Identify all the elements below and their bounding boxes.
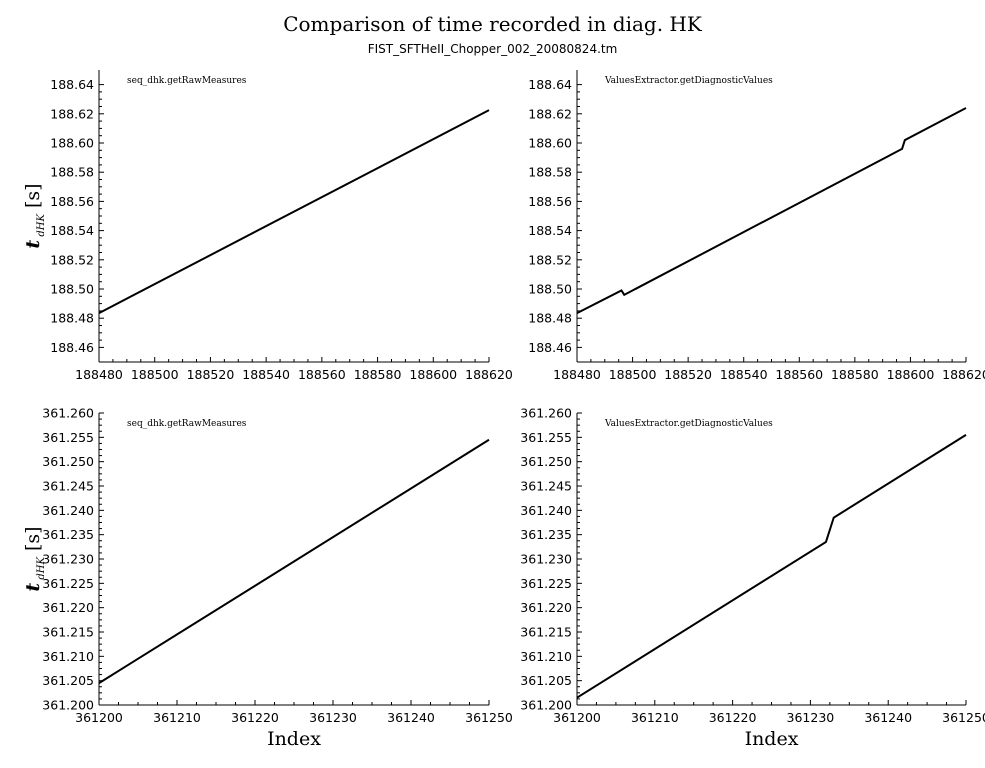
x-tick-label: 188540 — [720, 367, 768, 382]
y-tick-label: 188.48 — [50, 311, 94, 326]
y-tick-label: 361.215 — [42, 625, 94, 640]
x-tick-label: 188480 — [75, 367, 123, 382]
x-tick-label: 361230 — [309, 710, 357, 725]
panel-bottom-right: 361200 361210 361220 361230 361240 361250 361.… — [520, 406, 985, 751]
y-tick-label: 188.58 — [50, 165, 94, 180]
x-axis-label: Index — [745, 728, 799, 750]
x-tick-label: 188520 — [187, 367, 235, 382]
panel-bottom-left: 361200 361210 361220 361230 361240 361250 361.… — [22, 406, 513, 751]
series-line — [98, 109, 490, 314]
x-tick-label: 188600 — [409, 367, 457, 382]
y-tick-label: 361.255 — [520, 430, 572, 445]
x-tick-label: 188580 — [354, 367, 402, 382]
y-tick-label: 361.210 — [42, 649, 94, 664]
y-tick-label: 361.240 — [520, 503, 572, 518]
chart-title: Comparison of time recorded in diag. HK — [283, 12, 702, 36]
y-tick-label: 361.210 — [520, 649, 572, 664]
x-tick-label: 188520 — [664, 367, 712, 382]
x-tick-label: 361240 — [387, 710, 435, 725]
y-axis-label: t dHK [s] — [22, 526, 47, 591]
y-tick-label: 188.64 — [50, 77, 94, 92]
x-tick-label: 188560 — [775, 367, 823, 382]
y-tick-label: 361.245 — [42, 479, 94, 494]
x-tick-label: 361250 — [465, 710, 513, 725]
chart-subtitle: FIST_SFTHeII_Chopper_002_20080824.tm — [367, 42, 618, 56]
y-tick-label: 361.260 — [42, 406, 94, 421]
y-tick-label: 361.220 — [42, 600, 94, 615]
panel-label: ValuesExtractor.getDiagnosticValues — [604, 419, 773, 429]
panel-top-right: 188480 188500 188520 188540 188560 188580 1886… — [528, 70, 985, 382]
y-tick-label: 188.54 — [50, 223, 94, 238]
series-line — [576, 434, 967, 699]
y-tick-label: 188.62 — [528, 106, 572, 121]
x-tick-label: 188620 — [942, 367, 985, 382]
y-tick-label: 361.235 — [520, 527, 572, 542]
y-tick-label: 361.245 — [520, 479, 572, 494]
panel-label: seq_dhk.getRawMeasures — [127, 76, 247, 86]
x-tick-label: 188500 — [131, 367, 179, 382]
panel-label: seq_dhk.getRawMeasures — [127, 419, 247, 429]
x-tick-label: 361250 — [942, 710, 985, 725]
x-tick-label: 361210 — [631, 710, 679, 725]
y-tick-label: 361.200 — [42, 698, 94, 713]
y-axis-label: t dHK [s] — [22, 183, 47, 248]
y-tick-label: 361.260 — [520, 406, 572, 421]
y-tick-label: 361.250 — [520, 454, 572, 469]
y-tick-label: 361.250 — [42, 454, 94, 469]
x-tick-label: 361200 — [75, 710, 123, 725]
y-tick-label: 188.60 — [528, 136, 572, 151]
y-tick-label: 361.230 — [520, 552, 572, 567]
y-tick-label: 188.54 — [528, 223, 572, 238]
x-tick-label: 361220 — [709, 710, 757, 725]
x-tick-label: 361240 — [864, 710, 912, 725]
panel-top-left: 188480 188500 188520 188540 188560 188580 1886… — [22, 70, 513, 382]
series-line — [98, 438, 490, 684]
x-tick-label: 188500 — [609, 367, 657, 382]
y-tick-label: 188.52 — [528, 252, 572, 267]
y-tick-label: 361.225 — [42, 576, 94, 591]
x-tick-label: 361210 — [153, 710, 201, 725]
y-tick-label: 188.52 — [50, 252, 94, 267]
y-tick-label: 361.240 — [42, 503, 94, 518]
y-tick-label: 361.220 — [520, 600, 572, 615]
x-tick-label: 188480 — [553, 367, 601, 382]
y-tick-label: 188.48 — [528, 311, 572, 326]
x-tick-label: 188620 — [465, 367, 513, 382]
x-tick-label: 361200 — [553, 710, 601, 725]
y-tick-label: 361.200 — [520, 698, 572, 713]
x-tick-label: 188600 — [887, 367, 935, 382]
y-tick-label: 188.64 — [528, 77, 572, 92]
y-tick-label: 188.56 — [528, 194, 572, 209]
x-tick-label: 188560 — [298, 367, 346, 382]
panel-label: ValuesExtractor.getDiagnosticValues — [604, 76, 773, 86]
y-tick-label: 188.50 — [528, 282, 572, 297]
x-tick-label: 361220 — [231, 710, 279, 725]
x-axis-label: Index — [267, 728, 321, 750]
y-tick-label: 361.230 — [42, 552, 94, 567]
y-tick-label: 188.56 — [50, 194, 94, 209]
y-tick-label: 188.58 — [528, 165, 572, 180]
y-tick-label: 188.46 — [528, 340, 572, 355]
y-tick-label: 361.235 — [42, 527, 94, 542]
series-line — [576, 107, 967, 314]
y-tick-label: 188.60 — [50, 136, 94, 151]
y-tick-label: 188.50 — [50, 282, 94, 297]
x-tick-label: 361230 — [787, 710, 835, 725]
y-tick-label: 361.215 — [520, 625, 572, 640]
x-tick-label: 188540 — [242, 367, 290, 382]
y-tick-label: 188.46 — [50, 340, 94, 355]
y-tick-label: 361.205 — [42, 673, 94, 688]
y-tick-label: 361.205 — [520, 673, 572, 688]
x-tick-label: 188580 — [831, 367, 879, 382]
y-tick-label: 361.225 — [520, 576, 572, 591]
y-tick-label: 188.62 — [50, 106, 94, 121]
y-tick-label: 361.255 — [42, 430, 94, 445]
